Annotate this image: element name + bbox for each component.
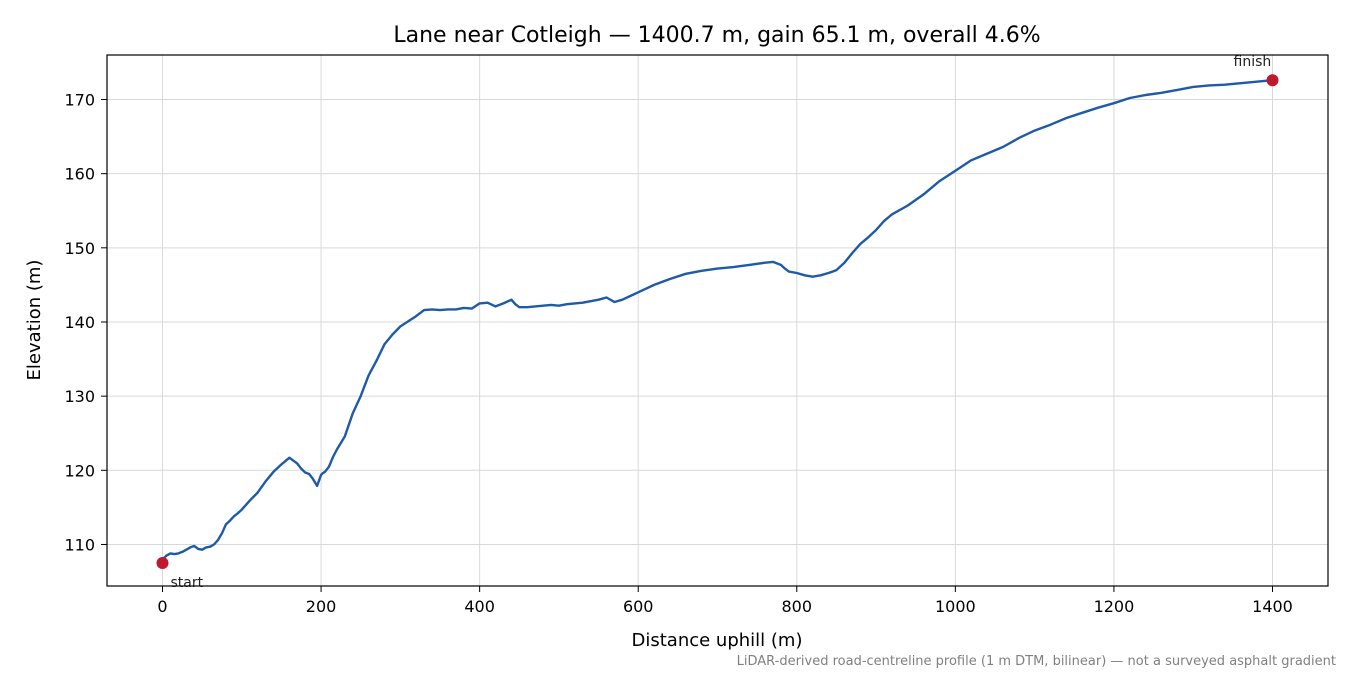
- plot-frame: [106, 54, 1329, 587]
- x-tick-label: 200: [306, 597, 337, 616]
- x-tick-label: 400: [464, 597, 495, 616]
- finish-label: finish: [1234, 54, 1272, 70]
- x-tick-label: 1000: [935, 597, 976, 616]
- x-tick-label: 600: [623, 597, 654, 616]
- x-tick-label: 1400: [1252, 597, 1293, 616]
- x-tick-label: 0: [157, 597, 167, 616]
- footnote: LiDAR-derived road-centreline profile (1…: [737, 654, 1336, 669]
- y-tick-label: 170: [64, 90, 95, 109]
- start-marker: [156, 557, 169, 570]
- y-tick-label: 150: [64, 239, 95, 258]
- y-tick-label: 130: [64, 387, 95, 406]
- y-tick-label: 110: [64, 535, 95, 554]
- x-tick-label: 800: [782, 597, 813, 616]
- y-tick-label: 140: [64, 313, 95, 332]
- chart-title: Lane near Cotleigh — 1400.7 m, gain 65.1…: [393, 23, 1040, 48]
- elevation-line: [161, 79, 1274, 561]
- axis-ticks: 0 200 400 600 800 1000 1200 1400 110 120 130 140 150…: [64, 90, 1292, 616]
- y-tick-label: 160: [64, 165, 95, 184]
- x-axis-label: Distance uphill (m): [632, 630, 803, 651]
- start-label: start: [171, 575, 204, 591]
- x-tick-label: 1200: [1094, 597, 1135, 616]
- finish-marker: [1266, 74, 1279, 87]
- y-axis-label: Elevation (m): [24, 260, 45, 381]
- endpoint-markers: start finish: [156, 54, 1279, 591]
- grid-lines: [107, 55, 1328, 586]
- y-tick-label: 120: [64, 461, 95, 480]
